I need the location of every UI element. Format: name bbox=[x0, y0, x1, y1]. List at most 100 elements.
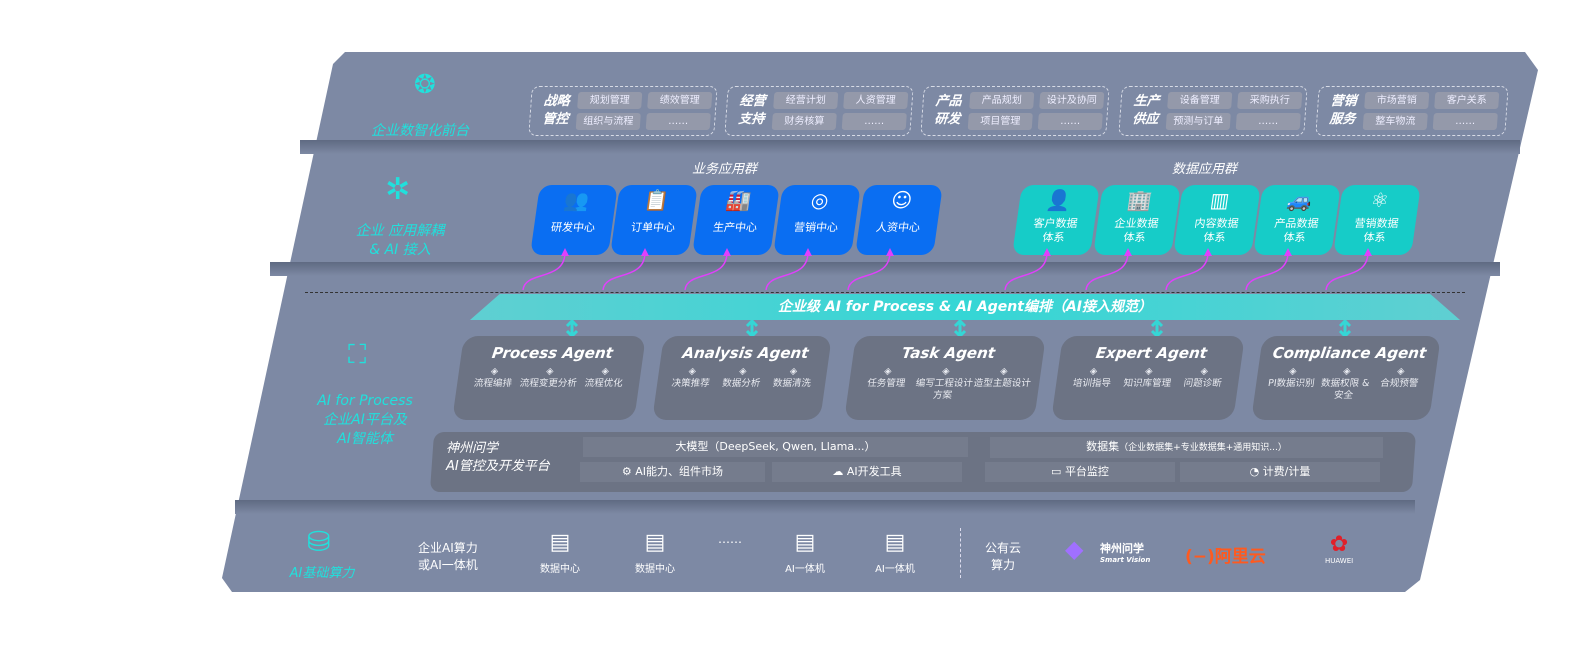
agent-name: Analysis Agent bbox=[681, 344, 810, 362]
smart-vision-logo-icon: ◆ bbox=[1065, 535, 1084, 563]
agent-name: Process Agent bbox=[490, 344, 615, 362]
connector-arrow bbox=[1165, 251, 1209, 291]
server-label: 数据中心 bbox=[635, 564, 675, 575]
arrow-head bbox=[1043, 248, 1051, 256]
dashed-divider bbox=[305, 292, 1465, 293]
arrow-head bbox=[561, 248, 569, 256]
base-layer-label: AI基础算力 bbox=[289, 566, 355, 581]
agent-name: Expert Agent bbox=[1094, 344, 1209, 362]
vendor-aliyun: (−)阿里云 bbox=[1185, 547, 1266, 567]
server-icon: ▤ bbox=[794, 530, 816, 555]
arrow-head bbox=[1124, 248, 1132, 256]
agent-card: Analysis Agent ◈ 决策推荐 ◈ 数据分析 ◈ 数据清洗 bbox=[652, 336, 832, 420]
connector-arrow bbox=[1085, 251, 1129, 291]
component-market: ⚙ AI能力、组件市场 bbox=[580, 462, 765, 482]
capability-label: 数据清洗 bbox=[772, 378, 812, 389]
agent-capability: ◈ 数据清洗 bbox=[761, 366, 824, 390]
server-item: ▤ 数据中心 bbox=[525, 530, 595, 575]
capability-label: 培训指导 bbox=[1072, 378, 1112, 389]
billing: ◔ 计费/计量 bbox=[1180, 462, 1380, 482]
arrow-head bbox=[886, 248, 894, 256]
server-item: ▤ AI一体机 bbox=[770, 530, 840, 575]
aliyun-logo-icon: (−) bbox=[1185, 547, 1215, 567]
capability-label: 流程编排 bbox=[473, 378, 513, 389]
arrow-head bbox=[641, 248, 649, 256]
platform-monitor: ▭ 平台监控 bbox=[985, 462, 1175, 482]
agent-name: Compliance Agent bbox=[1271, 344, 1428, 362]
server-label: 数据中心 bbox=[540, 564, 580, 575]
agent-capability: ◈ 知识库管理 bbox=[1116, 366, 1179, 390]
capability-icon: ◈ bbox=[1288, 366, 1298, 377]
capability-label: 流程变更分析 bbox=[518, 378, 578, 389]
agent-name: Task Agent bbox=[900, 344, 997, 362]
agent-capability: ◈ 数据权限 & 安全 bbox=[1313, 366, 1378, 402]
gauge-icon: ◔ bbox=[1249, 465, 1263, 478]
agent-capability: ◈ 合规预警 bbox=[1368, 366, 1431, 390]
agent-capability: ◈ 培训指导 bbox=[1061, 366, 1124, 390]
capability-label: 合规预警 bbox=[1379, 378, 1419, 389]
connector-arrow bbox=[847, 251, 891, 291]
vendor-huawei: ✿ HUAWEI bbox=[1325, 532, 1354, 565]
server-item: ▤ AI一体机 bbox=[860, 530, 930, 575]
dev-tools: ☁ AI开发工具 bbox=[772, 462, 962, 482]
face-scan-icon: ⛶ bbox=[348, 340, 367, 370]
orchestration-banner: 企业级 AI for Process & AI Agent编排（AI接入规范） bbox=[470, 294, 1460, 320]
server-label: AI一体机 bbox=[785, 564, 825, 575]
connector-arrow bbox=[765, 251, 809, 291]
llm-label: 大模型（DeepSeek, Qwen, Llama...） bbox=[583, 437, 968, 457]
ai-layer-label: AI for Process 企业AI平台及 AI智能体 bbox=[317, 393, 413, 447]
onprem-label: 企业AI算力 或AI一体机 bbox=[418, 541, 478, 572]
connector-arrow bbox=[1245, 251, 1289, 291]
bidirectional-arrow-icon bbox=[745, 318, 759, 339]
data-apps-title: 数据应用群 bbox=[1172, 162, 1238, 177]
capability-icon: ◈ bbox=[1199, 366, 1209, 377]
ellipsis: …… bbox=[718, 532, 742, 546]
arrow-head bbox=[1364, 248, 1372, 256]
database-icon: ⛁ bbox=[307, 525, 331, 558]
server-icon: ▤ bbox=[884, 530, 906, 555]
bidirectional-arrow-icon bbox=[565, 318, 579, 339]
market-icon: ⚙ bbox=[621, 465, 636, 478]
capability-label: 数据权限 & 安全 bbox=[1320, 378, 1371, 401]
connector-arrow bbox=[1004, 251, 1048, 291]
agent-capability: ◈ 流程编排 bbox=[462, 366, 525, 390]
server-icon: ▤ bbox=[549, 530, 571, 555]
agent-capability: ◈ 流程变更分析 bbox=[517, 366, 580, 390]
bidirectional-arrow-icon bbox=[1338, 318, 1352, 339]
vendor-smart-vision: 神州问学 Smart Vision bbox=[1100, 542, 1151, 564]
monitor-icon: ▭ bbox=[1051, 465, 1065, 478]
server-item: …… bbox=[695, 532, 765, 546]
capability-label: 问题诊断 bbox=[1182, 378, 1223, 389]
arrow-head bbox=[1284, 248, 1292, 256]
connector-arrow bbox=[684, 251, 728, 291]
capability-icon: ◈ bbox=[999, 366, 1009, 377]
capability-label: PI数据识别 bbox=[1267, 378, 1316, 389]
cloud-label: 公有云 算力 bbox=[985, 541, 1022, 572]
platform-title: 神州问学 AI管控及开发平台 bbox=[446, 441, 550, 474]
connector-arrow bbox=[602, 251, 646, 291]
capability-icon: ◈ bbox=[545, 366, 555, 377]
vertical-divider bbox=[960, 528, 961, 578]
bidirectional-arrow-icon bbox=[953, 318, 967, 339]
capability-icon: ◈ bbox=[941, 366, 951, 377]
capability-label: 编写工程设计方案 bbox=[914, 378, 974, 401]
capability-icon: ◈ bbox=[883, 366, 893, 377]
server-label: AI一体机 bbox=[875, 564, 915, 575]
agent-capability: ◈ 问题诊断 bbox=[1172, 366, 1235, 390]
server-icon: ▤ bbox=[644, 530, 666, 555]
server-item: ▤ 数据中心 bbox=[620, 530, 690, 575]
capability-icon: ◈ bbox=[789, 366, 798, 377]
bidirectional-arrow-icon bbox=[1150, 318, 1164, 339]
capability-icon: ◈ bbox=[1089, 366, 1098, 377]
business-apps-title: 业务应用群 bbox=[692, 162, 758, 177]
capability-icon: ◈ bbox=[600, 366, 610, 377]
brain-icon: ❂ bbox=[414, 70, 436, 100]
dataset-label: 数据集（企业数据集+专业数据集+通用知识...） bbox=[990, 437, 1383, 458]
agent-capability: ◈ 造型主题设计 bbox=[971, 366, 1034, 390]
capability-label: 造型主题设计 bbox=[972, 378, 1032, 389]
capability-icon: ◈ bbox=[1144, 366, 1154, 377]
band-divider bbox=[300, 140, 1520, 154]
agent-card: Compliance Agent ◈ PI数据识别 ◈ 数据权限 & 安全 ◈ 合规预警 bbox=[1251, 336, 1441, 420]
capability-icon: ◈ bbox=[1342, 366, 1352, 377]
